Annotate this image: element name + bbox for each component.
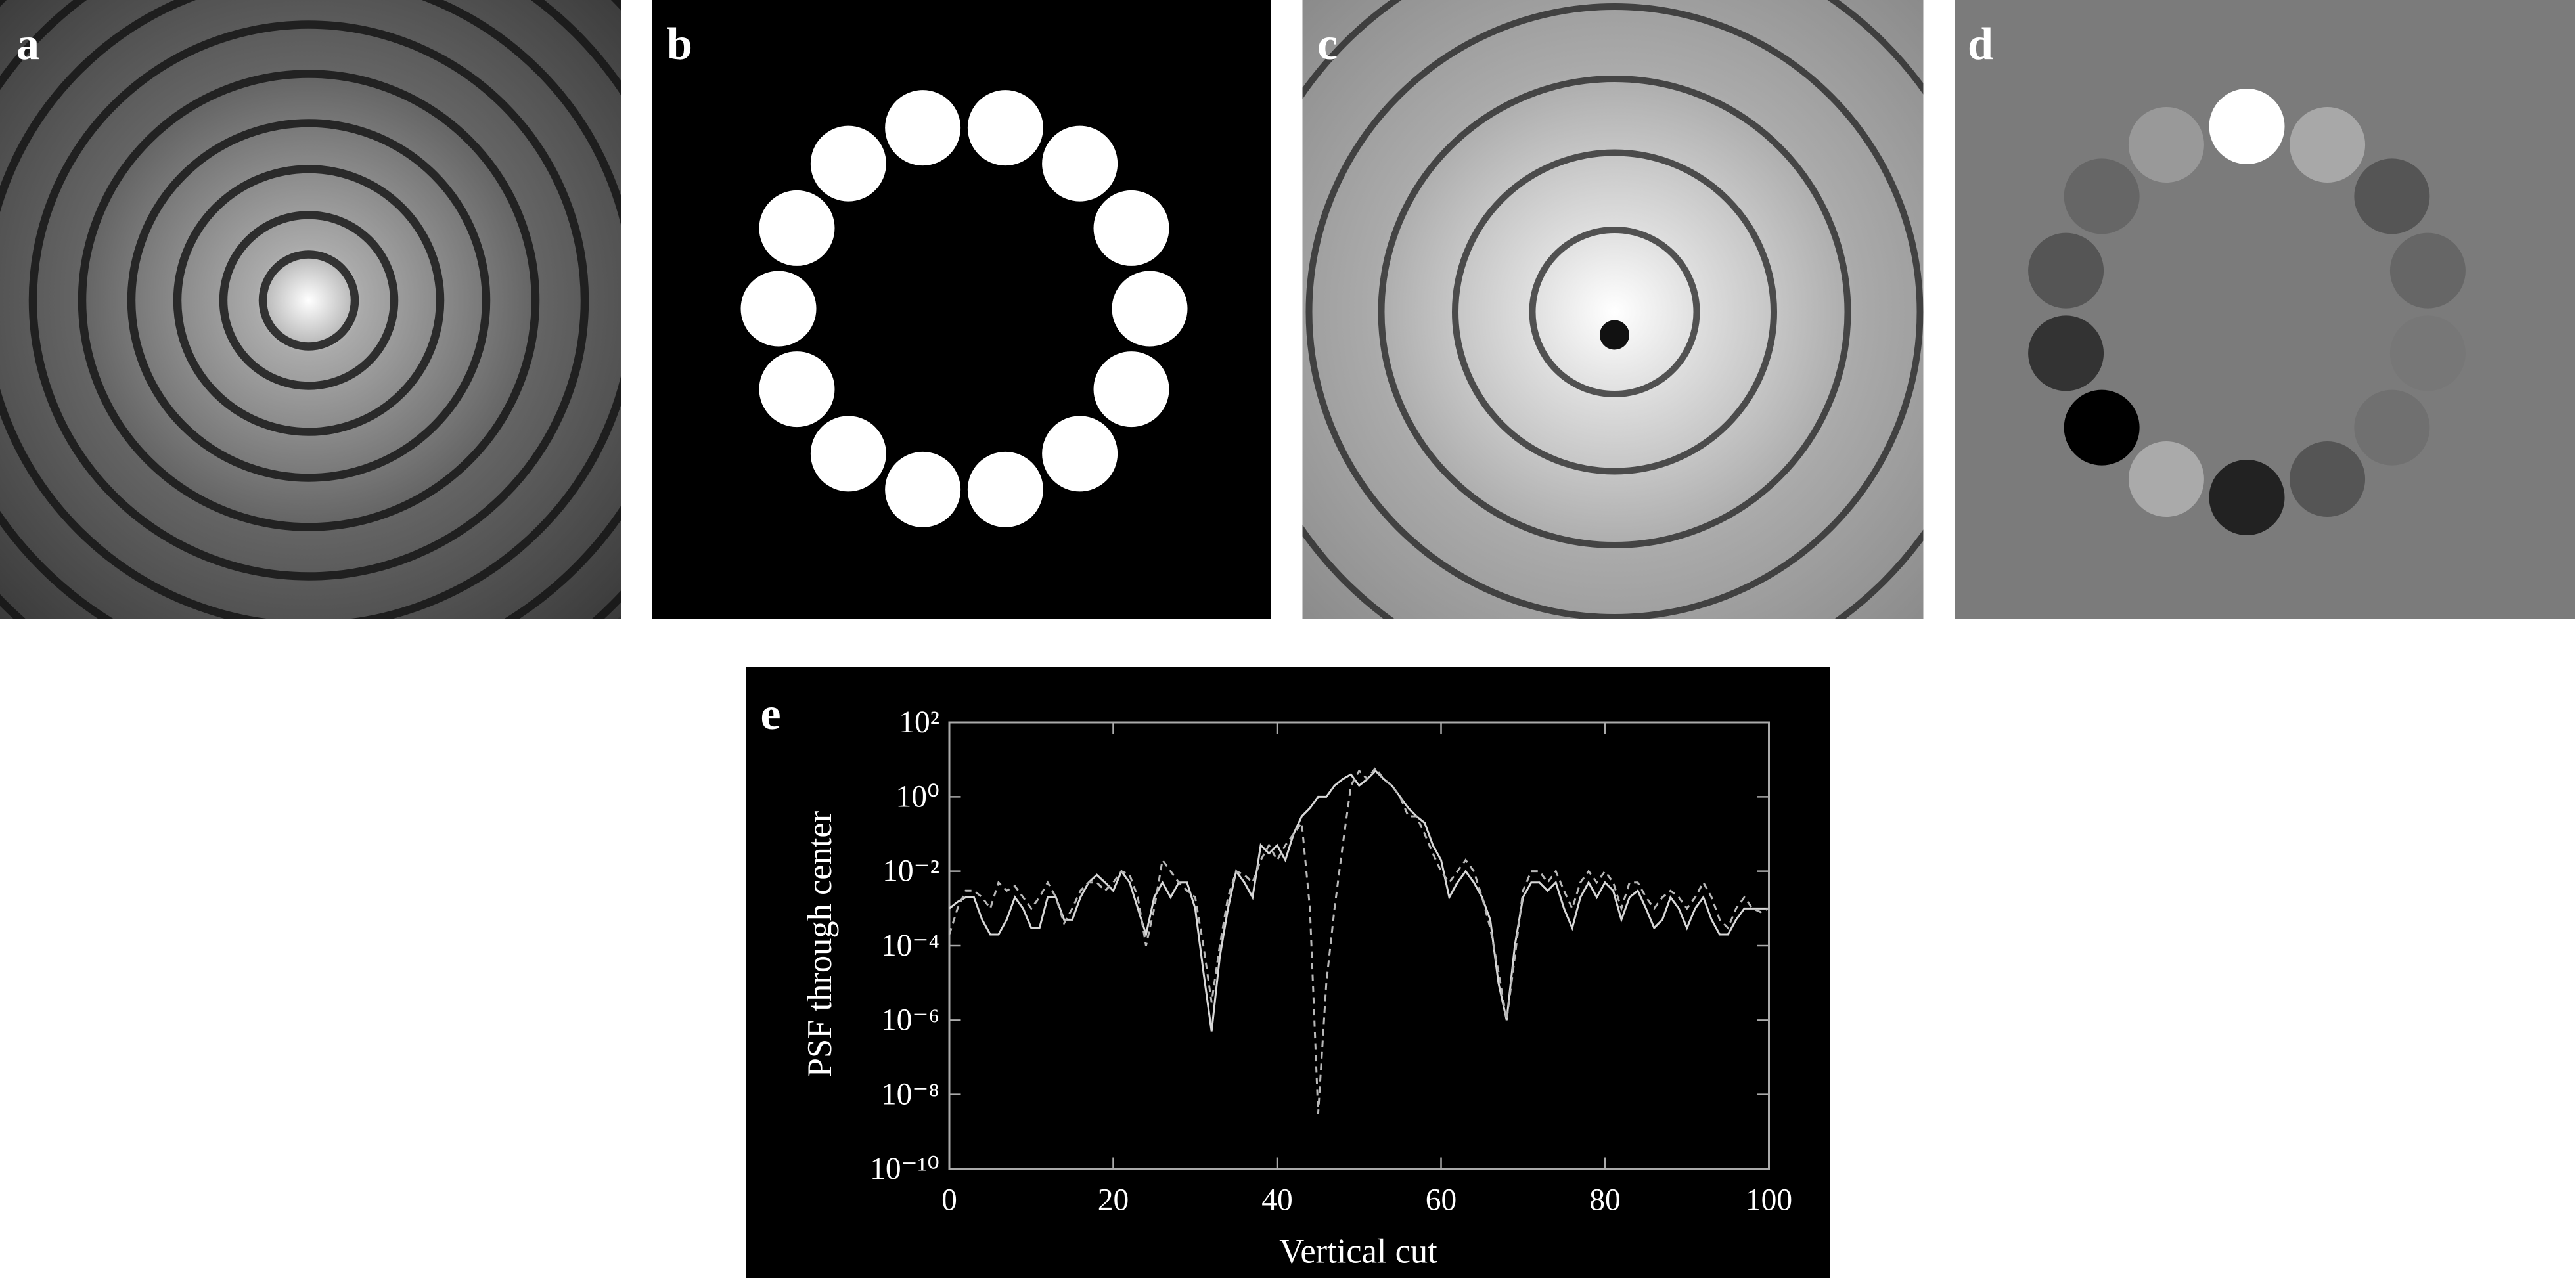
psf-glow [1302, 0, 1924, 619]
phase-aperture [2128, 441, 2204, 518]
dark-ring [1305, 3, 1924, 619]
dark-ring [1451, 149, 1777, 475]
panel-label: b [667, 19, 692, 70]
phase-aperture [2354, 158, 2430, 234]
aperture [810, 125, 886, 202]
aperture [759, 190, 835, 266]
panel-d [1955, 0, 2575, 619]
phase-aperture [2354, 389, 2430, 466]
aperture [967, 90, 1043, 166]
x-tick-label: 0 [941, 1183, 957, 1218]
aperture [1093, 190, 1169, 266]
phase-aperture [2290, 441, 2366, 518]
panel-label: e [761, 689, 781, 739]
dark-ring [127, 119, 491, 482]
dark-ring [1378, 75, 1851, 548]
aperture [759, 351, 835, 428]
aperture [1112, 271, 1188, 347]
aperture [885, 451, 961, 527]
panel-e-bg [746, 666, 1830, 1278]
aperture [740, 271, 817, 347]
phase-aperture [2128, 106, 2204, 183]
aperture [1042, 125, 1118, 202]
y-axis-label: PSF through center [801, 810, 839, 1077]
y-tick-label: 10⁻² [882, 854, 939, 889]
y-tick-label: 10⁻¹⁰ [870, 1152, 939, 1186]
y-tick-label: 10⁰ [895, 780, 939, 814]
y-tick-label: 10² [899, 705, 939, 739]
x-tick-label: 100 [1746, 1183, 1792, 1218]
x-axis-label: Vertical cut [1279, 1233, 1437, 1271]
phase-aperture [2389, 232, 2466, 309]
psf-line [949, 769, 1769, 1032]
phase-aperture [2028, 315, 2104, 391]
dark-ring [28, 20, 589, 581]
x-tick-label: 40 [1261, 1183, 1292, 1218]
phase-aperture [2290, 106, 2366, 183]
aperture [1093, 351, 1169, 428]
phase-aperture [2209, 89, 2285, 164]
aperture [967, 451, 1043, 527]
phase-aperture [2064, 158, 2140, 234]
dark-ring [173, 165, 445, 436]
aperture [885, 90, 961, 166]
phase-aperture [2389, 315, 2466, 391]
panel-b [652, 0, 1271, 619]
phase-aperture [2209, 460, 2285, 535]
panel-a [0, 0, 621, 619]
dark-ring [258, 250, 359, 351]
x-tick-label: 60 [1426, 1183, 1457, 1218]
panel-label: d [1968, 19, 1993, 70]
panel-label: c [1317, 19, 1338, 70]
x-tick-label: 20 [1098, 1183, 1129, 1218]
phase-aperture [2064, 389, 2140, 466]
y-tick-label: 10⁻⁸ [881, 1078, 939, 1112]
dark-ring [1529, 226, 1700, 397]
aperture [810, 416, 886, 492]
central-null [1600, 320, 1629, 350]
panel-c [1302, 0, 1924, 619]
phase-aperture [2028, 232, 2104, 309]
y-tick-label: 10⁻⁶ [881, 1003, 939, 1037]
x-tick-label: 80 [1589, 1183, 1621, 1218]
y-tick-label: 10⁻⁴ [881, 929, 939, 963]
aperture [1042, 416, 1118, 492]
dark-ring [219, 211, 399, 390]
dark-ring [78, 70, 540, 531]
psf-line [948, 766, 1770, 1114]
panel-label: a [16, 19, 39, 70]
